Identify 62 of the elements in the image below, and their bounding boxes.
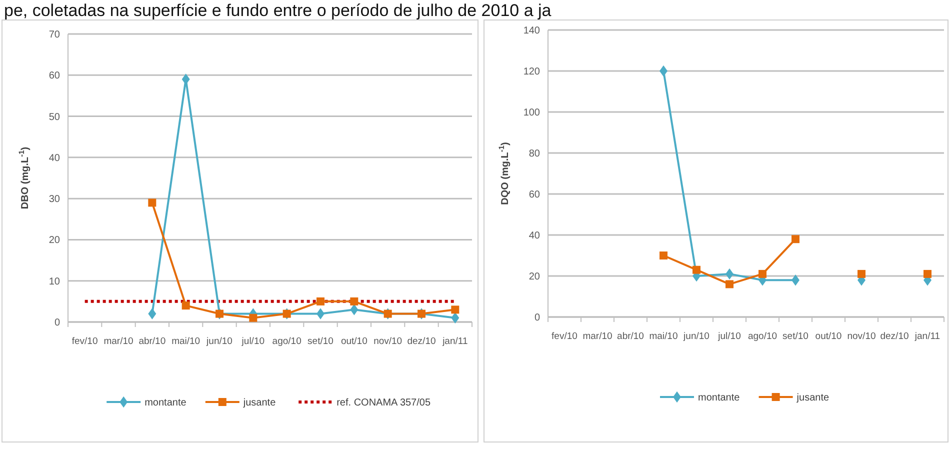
x-tick-label: jun/10 [682,331,710,342]
x-tick-label: mar/10 [104,336,134,347]
x-tick-label: out/10 [340,336,368,347]
x-tick-label: abr/10 [138,336,166,347]
y-tick-label: 140 [523,26,540,36]
legend-label: jusante [796,392,830,404]
point [692,266,700,274]
x-tick-label: set/10 [308,336,334,347]
point [792,235,800,244]
point [350,304,358,316]
y-tick-label: 80 [528,148,540,160]
x-tick-label: mai/10 [649,331,678,342]
legend-label: jusante [242,398,276,408]
x-tick-label: jul/10 [240,336,265,347]
point [316,297,324,306]
y-tick-label: 40 [48,152,60,164]
x-tick-label: dez/10 [407,336,436,347]
legend-label: montante [144,398,187,408]
point [924,270,932,278]
point [148,308,156,320]
y-tick-label: 70 [48,30,60,40]
y-tick-label: 100 [523,108,540,118]
y-tick-label: 0 [54,318,60,328]
x-tick-label: ago/10 [748,331,778,342]
point [660,252,668,260]
point [249,314,258,322]
x-tick-label: jan/11 [914,331,940,342]
x-tick-label: ago/10 [272,336,302,347]
x-tick-label: dez/10 [880,331,909,342]
point [726,280,734,288]
point [451,306,460,314]
x-tick-label: abr/10 [617,331,644,342]
point [758,270,766,278]
y-tick-label: 60 [48,70,60,82]
legend-label: ref. CONAMA 357/05 [336,398,431,408]
y-tick-label: 60 [528,190,540,200]
x-tick-label: mai/10 [172,336,200,347]
y-tick-label: 30 [48,194,60,206]
legend-label: montante [698,392,740,404]
y-tick-label: 0 [534,312,540,324]
x-tick-label: nov/10 [374,336,402,347]
x-tick-label: jan/11 [442,336,468,347]
y-tick-label: 120 [523,66,540,78]
y-tick-label: 10 [48,276,60,288]
text: pe, coletadas na superfície e fundo entre o período de julho de 2010 a ja [4,1,552,20]
x-tick-label: set/10 [782,331,808,342]
point [350,297,358,306]
point [148,198,156,207]
point [858,270,866,278]
point [182,302,190,310]
x-tick-label: nov/10 [847,331,876,342]
point [451,312,460,324]
x-tick-label: fev/10 [552,331,578,342]
y-tick-label: 20 [48,235,60,246]
y-tick-label: 40 [528,230,540,242]
x-tick-label: mar/10 [582,331,612,342]
x-tick-label: out/10 [815,331,842,342]
x-tick-label: jun/10 [206,336,232,347]
x-tick-label: fev/10 [72,336,98,347]
x-tick-label: jul/10 [717,331,741,342]
y-tick-label: 20 [528,272,540,282]
y-tick-label: 50 [48,112,60,123]
